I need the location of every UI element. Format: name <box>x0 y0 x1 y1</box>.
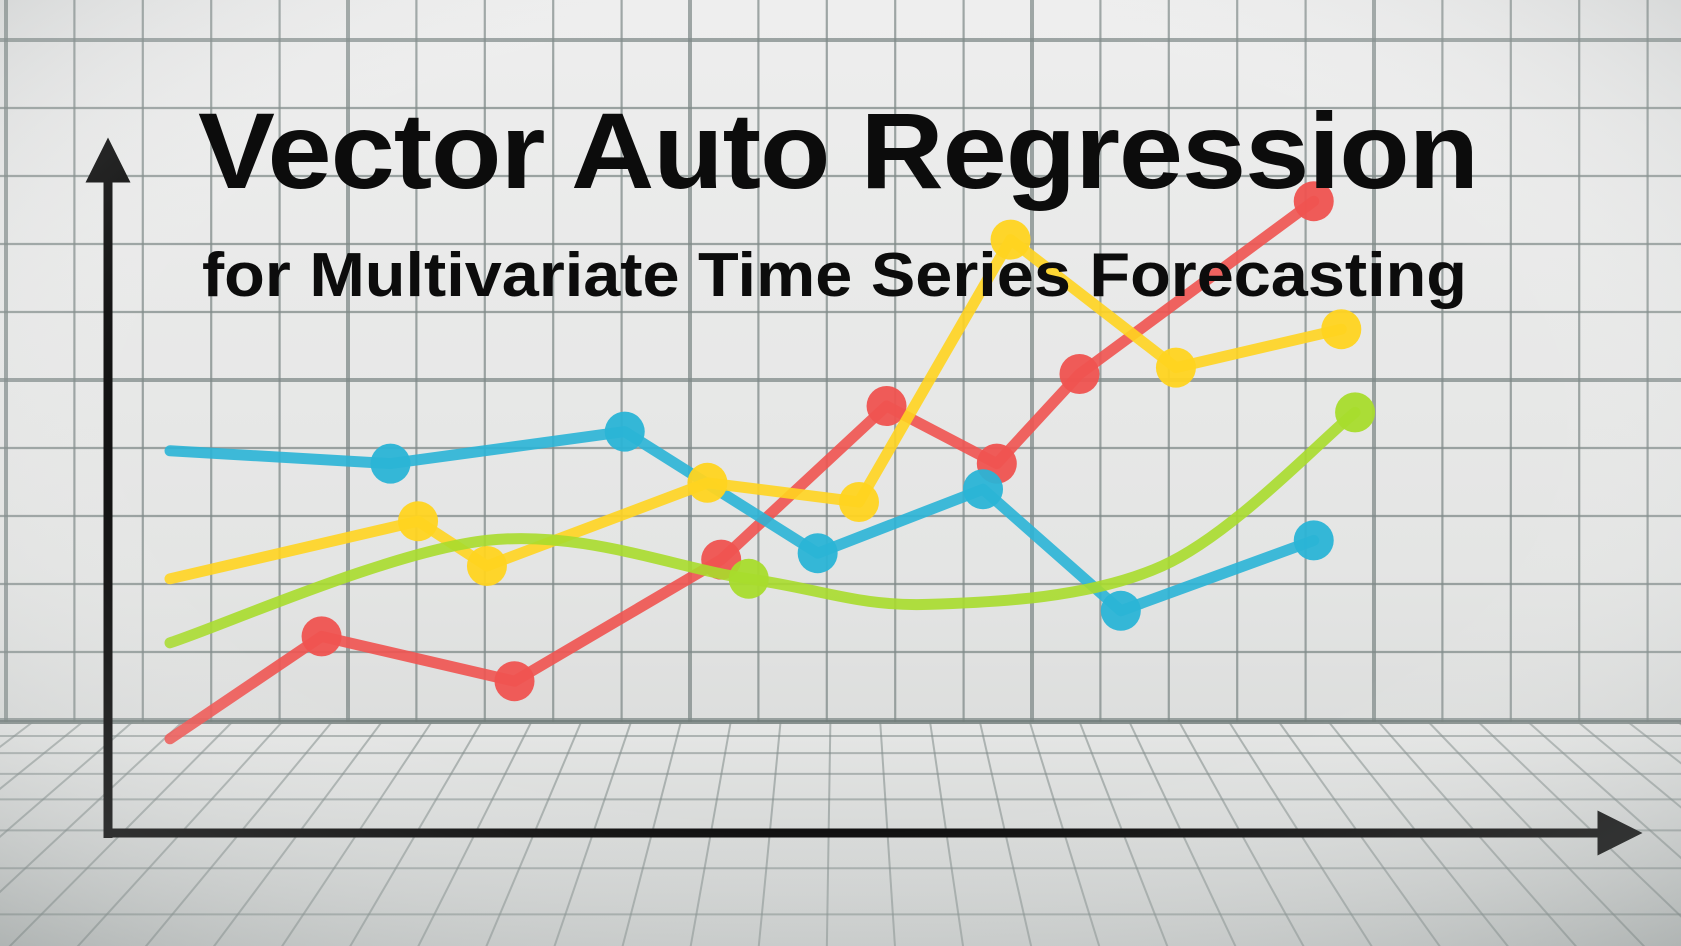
data-point <box>1293 520 1334 561</box>
data-point <box>687 462 728 503</box>
data-point <box>1100 590 1141 631</box>
data-point <box>1059 354 1100 394</box>
chart-title: Vector Auto Regression <box>198 90 1478 211</box>
data-point <box>604 411 645 452</box>
data-point <box>398 501 439 542</box>
data-point <box>839 482 879 522</box>
data-point <box>1321 309 1362 350</box>
data-point <box>963 469 1004 510</box>
data-point <box>466 546 507 586</box>
data-point <box>494 661 535 702</box>
chart-subtitle: for Multivariate Time Series Forecasting <box>202 241 1467 310</box>
data-point <box>301 616 342 657</box>
data-point <box>797 533 838 574</box>
data-point <box>728 558 769 599</box>
data-point <box>1155 347 1196 388</box>
data-point <box>370 443 411 484</box>
data-point <box>1335 392 1376 433</box>
